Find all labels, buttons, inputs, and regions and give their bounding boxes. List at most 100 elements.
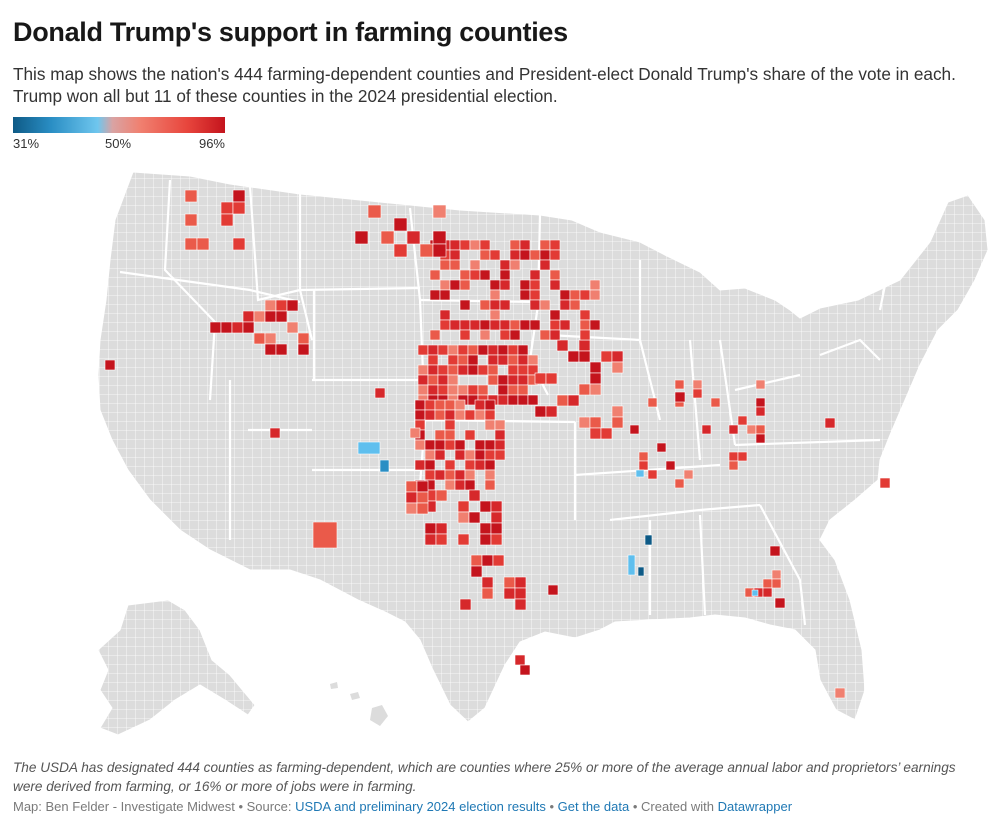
farming-county[interactable] <box>459 239 471 251</box>
farming-county[interactable] <box>539 299 551 311</box>
farming-county[interactable] <box>509 249 521 261</box>
farming-county[interactable] <box>459 299 471 311</box>
farming-county[interactable] <box>427 374 439 386</box>
farming-county[interactable] <box>497 374 509 386</box>
farming-county[interactable] <box>489 279 501 291</box>
farming-county[interactable] <box>489 319 501 331</box>
farming-county[interactable] <box>242 321 255 334</box>
farming-county[interactable] <box>457 384 469 396</box>
farming-county[interactable] <box>424 449 436 461</box>
farming-county[interactable] <box>579 309 591 321</box>
farming-county[interactable] <box>264 299 277 312</box>
farming-county[interactable] <box>464 459 476 471</box>
farming-county[interactable] <box>489 299 501 311</box>
farming-county[interactable] <box>489 249 501 261</box>
farming-county[interactable] <box>579 329 591 341</box>
farming-county[interactable] <box>414 439 426 451</box>
farming-county[interactable] <box>489 289 501 301</box>
farming-county[interactable] <box>286 299 299 312</box>
farming-county[interactable] <box>497 344 509 356</box>
farming-county[interactable] <box>484 449 496 461</box>
farming-county[interactable] <box>405 502 418 515</box>
farming-county[interactable] <box>529 299 541 311</box>
farming-county[interactable] <box>497 384 509 396</box>
farming-county[interactable] <box>499 259 511 271</box>
farming-county[interactable] <box>264 310 277 323</box>
farming-county[interactable] <box>374 387 386 399</box>
farming-county[interactable] <box>468 489 481 502</box>
farming-county[interactable] <box>507 374 519 386</box>
farming-county[interactable] <box>477 384 489 396</box>
farming-county[interactable] <box>481 554 494 567</box>
farming-county[interactable] <box>503 576 516 589</box>
farming-county[interactable] <box>459 279 471 291</box>
farming-county[interactable] <box>519 249 531 261</box>
farming-county[interactable] <box>755 433 766 444</box>
farming-county[interactable] <box>534 372 547 385</box>
farming-county[interactable] <box>405 480 418 493</box>
farming-county[interactable] <box>184 189 198 203</box>
farming-county[interactable] <box>484 409 496 421</box>
farming-county[interactable] <box>490 533 503 546</box>
farming-county[interactable] <box>589 361 602 374</box>
farming-county[interactable] <box>514 598 527 611</box>
farming-county[interactable] <box>449 259 461 271</box>
farming-county[interactable] <box>479 522 492 535</box>
farming-county[interactable] <box>354 230 369 245</box>
farming-county[interactable] <box>514 587 527 600</box>
farming-county[interactable] <box>444 479 456 491</box>
farming-county[interactable] <box>367 204 382 219</box>
farming-county[interactable] <box>439 259 451 271</box>
farming-county[interactable] <box>459 329 471 341</box>
farming-county[interactable] <box>231 321 244 334</box>
farming-county[interactable] <box>264 332 277 345</box>
farming-county[interactable] <box>492 554 505 567</box>
farming-county[interactable] <box>514 576 527 589</box>
farming-county[interactable] <box>834 687 846 699</box>
farming-county[interactable] <box>494 419 506 431</box>
farming-county[interactable] <box>432 243 447 258</box>
farming-county[interactable] <box>468 511 481 524</box>
farming-county[interactable] <box>559 289 571 301</box>
farming-county[interactable] <box>692 379 703 390</box>
farming-county[interactable] <box>467 364 479 376</box>
farming-county[interactable] <box>589 383 602 396</box>
farming-county[interactable] <box>449 279 461 291</box>
farming-county[interactable] <box>529 269 541 281</box>
farming-county[interactable] <box>479 329 491 341</box>
farming-county[interactable] <box>424 399 436 411</box>
farming-county[interactable] <box>499 299 511 311</box>
farming-county[interactable] <box>644 534 653 546</box>
farming-county[interactable] <box>578 383 591 396</box>
farming-county[interactable] <box>220 321 233 334</box>
farming-county[interactable] <box>507 394 519 406</box>
farming-county[interactable] <box>429 269 441 281</box>
farming-county[interactable] <box>474 459 486 471</box>
farming-county[interactable] <box>184 237 198 251</box>
farming-county[interactable] <box>484 469 496 481</box>
farming-county[interactable] <box>470 565 483 578</box>
farming-county[interactable] <box>477 344 489 356</box>
farming-county[interactable] <box>589 279 601 291</box>
farming-county[interactable] <box>424 533 437 546</box>
farming-county[interactable] <box>429 289 441 301</box>
farming-county[interactable] <box>647 469 658 480</box>
farming-county[interactable] <box>464 409 476 421</box>
farming-county[interactable] <box>549 309 561 321</box>
farming-county[interactable] <box>529 249 541 261</box>
farming-county[interactable] <box>497 394 509 406</box>
farming-county[interactable] <box>481 587 494 600</box>
farming-county[interactable] <box>879 477 891 489</box>
farming-county[interactable] <box>454 449 466 461</box>
farming-county[interactable] <box>417 374 429 386</box>
farming-county[interactable] <box>297 332 310 345</box>
farming-county[interactable] <box>549 239 561 251</box>
farming-county[interactable] <box>414 409 426 421</box>
farming-county[interactable] <box>517 354 529 366</box>
farming-county[interactable] <box>447 354 459 366</box>
farming-county[interactable] <box>380 230 395 245</box>
farming-county[interactable] <box>746 424 757 435</box>
farming-county[interactable] <box>638 460 649 471</box>
farming-county[interactable] <box>507 384 519 396</box>
farming-county[interactable] <box>674 391 686 403</box>
